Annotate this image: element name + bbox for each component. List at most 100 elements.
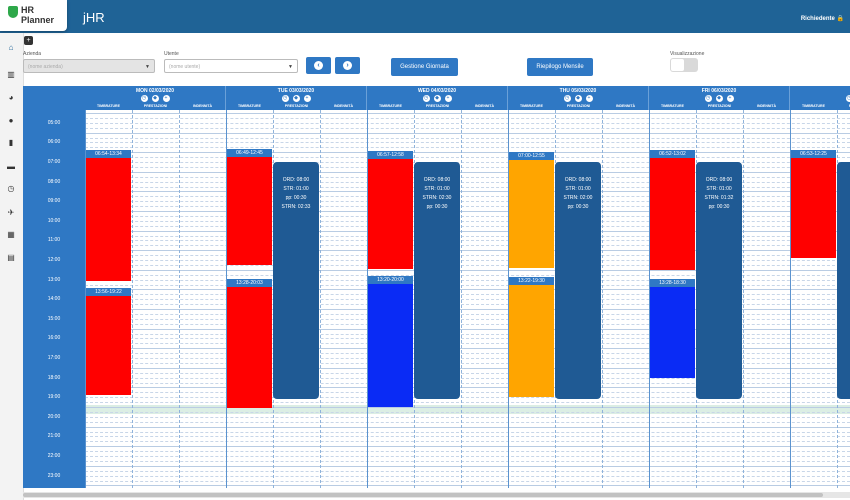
utente-select[interactable]: (nome utente) ▼ [164, 59, 298, 73]
plus-icon[interactable]: + [726, 95, 734, 102]
column-header-indennita: INDENNITÀ [615, 104, 636, 108]
grid-line [85, 407, 850, 408]
grid-line [85, 240, 850, 242]
clock-icon[interactable]: ◷ [281, 95, 289, 102]
bank-icon[interactable]: ▥ [7, 70, 15, 79]
grid-line [85, 166, 850, 168]
grid-line [85, 333, 850, 335]
tag-icon[interactable]: ◆ [715, 95, 723, 102]
clock-icon[interactable]: ◷ [422, 95, 430, 102]
grid-line [85, 137, 850, 139]
horizontal-scrollbar[interactable] [23, 492, 850, 498]
plus-icon[interactable]: + [444, 95, 452, 102]
column-header-timbrature: TIMBRATURE [661, 104, 684, 108]
user-menu-link[interactable]: Richiedente 🔒 [800, 16, 844, 22]
plus-icon[interactable]: + [162, 95, 170, 102]
badge-icon[interactable]: ▮ [8, 138, 14, 147]
prestazione-line: STR: 01:00 [283, 186, 309, 192]
prestazioni-block[interactable]: ORD: 08:00 STR: 01:00 STRN: 02:30 pp: 00:30 [414, 162, 460, 400]
grid-line [85, 353, 850, 355]
azienda-label: Azienda [23, 51, 42, 57]
sidebar-toggle-icon[interactable]: + [24, 36, 33, 45]
column-header-prestazioni: PRESTAZIONI [143, 104, 168, 108]
time-label: 18:00 [47, 374, 61, 381]
calendar-icon[interactable]: ▦ [7, 230, 15, 239]
time-label: 07:00 [47, 159, 61, 165]
timbratura-block[interactable]: 13:56-19:22 [86, 288, 131, 395]
day-divider [790, 110, 791, 488]
tag-icon[interactable]: ◆ [292, 95, 300, 102]
grid-line [85, 245, 850, 247]
prev-week-button[interactable]: ‹ [306, 57, 331, 74]
grid-line [85, 211, 850, 212]
column-header-indennita: INDENNITÀ [756, 104, 777, 108]
clock-icon[interactable]: ◷ [704, 95, 712, 102]
grid-line [85, 260, 850, 261]
clock-icon[interactable]: ◷ [845, 95, 850, 102]
timbratura-block[interactable]: 06:52-13:02 [650, 149, 695, 271]
day-date: SAT [790, 88, 850, 94]
timbratura-block[interactable]: 07:00-12:55 [509, 152, 554, 269]
time-label: 08:00 [47, 178, 61, 185]
visualizzazione-label: Visualizzazione [670, 51, 705, 57]
time-label: 09:00 [47, 198, 61, 205]
grid-line [85, 397, 850, 399]
azienda-value: (nome azienda) [28, 64, 63, 70]
timbratura-block[interactable]: 13:20-20:00 [368, 276, 413, 407]
grid-line [85, 348, 850, 350]
prestazioni-block[interactable]: ORD: 08:00 STR: 01:00 pp: 00:30 STRN: 02:33 [273, 162, 319, 400]
plane-icon[interactable]: ✈ [7, 208, 15, 217]
column-divider [179, 110, 180, 488]
grid-line [85, 328, 850, 330]
column-header-prestazioni: PRESTAZIONI [284, 104, 309, 108]
id-card-icon[interactable]: ▤ [7, 253, 15, 262]
clock-icon[interactable]: ◷ [140, 95, 148, 102]
grid-line [85, 465, 850, 467]
chart-pie-icon[interactable]: ◕ [8, 93, 14, 102]
clock-icon[interactable]: ◷ [563, 95, 571, 102]
top-bar: HR Planner jHR Richiedente 🔒 [0, 0, 850, 33]
tag-icon[interactable]: ◆ [151, 95, 159, 102]
prestazioni-block[interactable]: ORD: 08:00 STR: 01:00 STRN: 01:32 pp: 00:30 [696, 162, 742, 400]
timbratura-block[interactable]: 13:22-19:30 [509, 277, 554, 398]
tag-icon[interactable]: ◆ [433, 95, 441, 102]
calendar-corner [23, 86, 85, 110]
clock-icon[interactable]: ◷ [7, 184, 15, 193]
timbratura-block[interactable]: 06:49-12:45 [227, 148, 272, 265]
grid-line [85, 117, 850, 119]
grid-line [85, 421, 850, 423]
timbratura-block[interactable]: 06:54-13:34 [86, 150, 131, 281]
card-icon[interactable]: ▬ [7, 162, 15, 171]
next-week-button[interactable]: › [335, 57, 360, 74]
plus-icon[interactable]: + [303, 95, 311, 102]
calendar-grid: 06:54-13:34 13:56-19:22 06:49-12:45 13:28-2… [85, 93, 850, 488]
timbratura-block[interactable]: 06:57-12:58 [368, 151, 413, 270]
day-divider [226, 110, 227, 488]
grid-line [85, 338, 850, 340]
day-actions: ◷◆+ [790, 95, 850, 102]
time-label: 10:00 [47, 217, 61, 224]
gestione-giornata-button[interactable]: Gestione Giornata [391, 58, 458, 76]
home-icon[interactable]: ⌂ [8, 43, 14, 52]
grid-line [85, 113, 850, 114]
grid-line [85, 196, 850, 198]
prestazioni-block[interactable]: ORD: 08:00 STR: 01:00 STRN: 02:00 pp: 00:30 [555, 162, 601, 400]
toggle-knob [671, 59, 684, 71]
timbratura-block[interactable]: 13:28-20:03 [227, 279, 272, 408]
prestazione-line: STR: 01:00 [424, 186, 450, 192]
time-label: 17:00 [47, 355, 61, 361]
logo[interactable]: HR Planner [0, 0, 67, 31]
prestazione-line: pp: 00:30 [708, 204, 730, 210]
grid-line [85, 470, 850, 472]
plus-icon[interactable]: + [585, 95, 593, 102]
riepilogo-mensile-button[interactable]: Riepilogo Mensile [527, 58, 593, 76]
grid-line [85, 264, 850, 266]
timbratura-block[interactable]: 13:28-18:30 [650, 279, 695, 378]
users-icon[interactable]: ● [8, 116, 14, 125]
tag-icon[interactable]: ◆ [574, 95, 582, 102]
azienda-select[interactable]: (nome azienda) ▼ [23, 59, 155, 73]
timbratura-block[interactable]: 06:53-12:25 [791, 149, 836, 259]
prestazioni-block[interactable]: ST [837, 162, 850, 400]
visualizzazione-toggle[interactable] [670, 58, 698, 72]
scrollbar-thumb[interactable] [23, 493, 823, 497]
